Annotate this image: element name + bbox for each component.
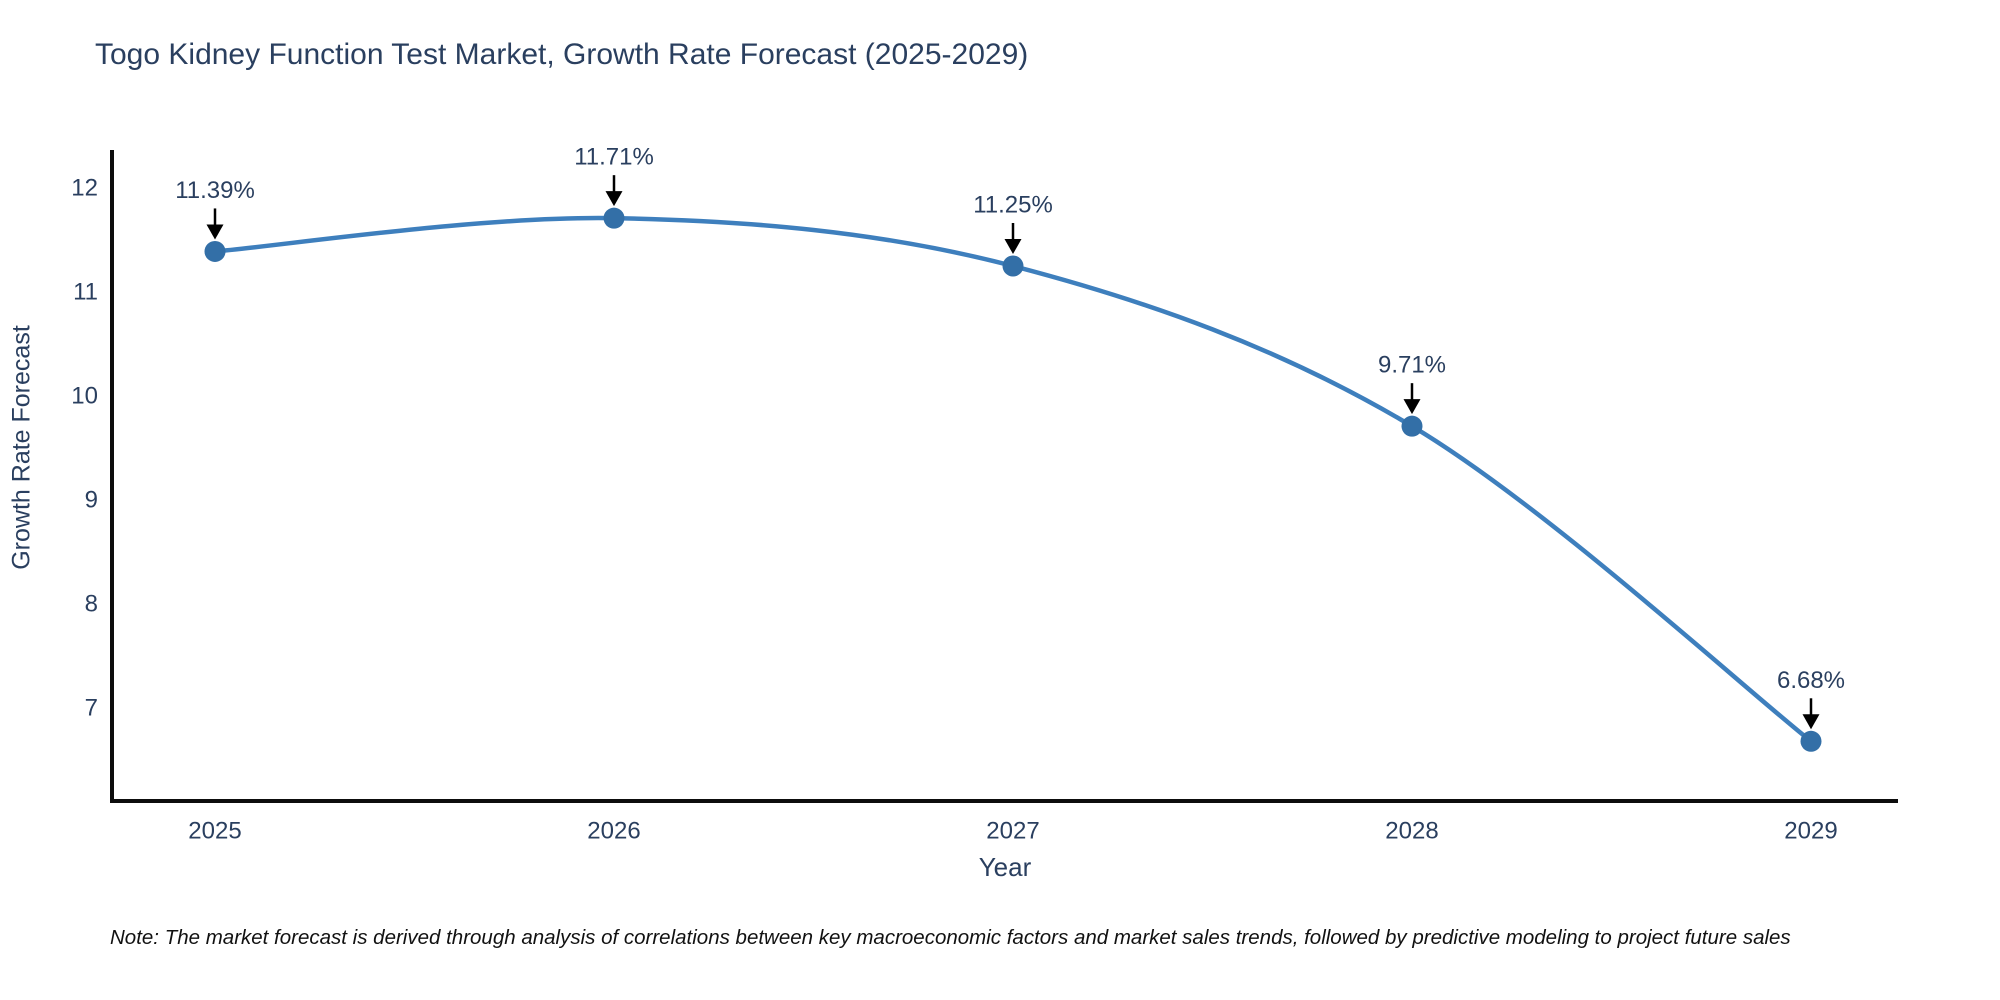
annotation-arrowhead: [1004, 239, 1022, 254]
chart-title: Togo Kidney Function Test Market, Growth…: [95, 38, 1029, 71]
data-point-label: 6.68%: [1777, 667, 1845, 694]
data-point-label: 11.71%: [574, 144, 654, 171]
growth-rate-line: [212, 215, 1814, 744]
x-tick-label: 2028: [1385, 818, 1438, 845]
y-tick-label: 9: [85, 487, 98, 514]
y-axis-title: Growth Rate Forecast: [7, 325, 36, 570]
data-point-marker[interactable]: [1401, 415, 1423, 437]
data-point-marker[interactable]: [1800, 730, 1822, 752]
data-point-marker[interactable]: [1002, 255, 1024, 277]
x-tick-label: 2029: [1784, 818, 1837, 845]
data-point-marker[interactable]: [204, 240, 226, 262]
x-tick-label: 2027: [986, 818, 1039, 845]
data-point-label: 11.39%: [175, 177, 255, 204]
data-point-marker[interactable]: [603, 207, 625, 229]
data-point-label: 11.25%: [973, 192, 1053, 219]
x-axis-title: Year: [978, 852, 1032, 882]
y-tick-label: 8: [85, 591, 98, 618]
y-tick-label: 11: [73, 279, 98, 306]
y-tick-label: 10: [71, 383, 98, 410]
annotation-arrowhead: [605, 191, 623, 207]
axis-lines: [110, 150, 1898, 803]
x-tick-label: 2025: [188, 818, 241, 845]
annotation-arrowhead: [1403, 399, 1421, 415]
chart-footnote: Note: The market forecast is derived thr…: [110, 926, 1791, 949]
annotation-arrowhead: [206, 224, 224, 240]
y-tick-label: 7: [85, 695, 98, 722]
y-tick-label: 12: [71, 175, 98, 202]
x-tick-label: 2026: [587, 818, 640, 845]
annotation-arrowhead: [1802, 714, 1820, 730]
data-point-label: 9.71%: [1378, 352, 1446, 379]
